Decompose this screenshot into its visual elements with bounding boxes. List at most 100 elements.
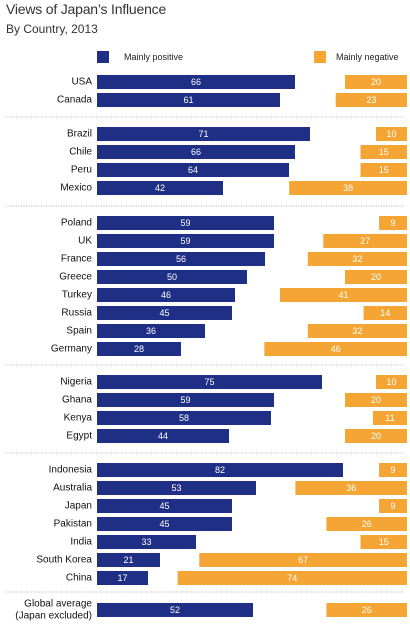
bar-positive-ghana [97, 393, 274, 407]
bar-negative-egypt [345, 429, 407, 443]
country-label-japan: Japan [65, 501, 92, 512]
bar-positive-south-korea [97, 553, 160, 567]
bar-negative-global-average [326, 603, 407, 617]
bar-positive-poland [97, 216, 274, 230]
bar-positive-pakistan [97, 517, 232, 531]
value-negative-usa: 20 [371, 77, 381, 87]
bar-negative-mexico [289, 181, 407, 195]
bar-positive-egypt [97, 429, 229, 443]
bar-positive-spain [97, 324, 205, 338]
value-negative-kenya: 11 [385, 413, 394, 423]
value-negative-canada: 23 [366, 95, 376, 105]
value-positive-france: 56 [176, 254, 186, 264]
country-label-australia: Australia [53, 483, 92, 494]
value-positive-usa: 66 [191, 77, 201, 87]
value-negative-brazil: 10 [386, 129, 396, 139]
value-positive-spain: 36 [146, 326, 156, 336]
value-positive-chile: 66 [191, 147, 201, 157]
bar-negative-chile [360, 145, 407, 159]
legend-label-positive: Mainly positive [124, 52, 183, 62]
country-label-indonesia: Indonesia [49, 465, 93, 476]
value-negative-south-korea: 67 [298, 555, 308, 565]
value-positive-canada: 61 [183, 95, 193, 105]
value-positive-global-average: 52 [170, 605, 180, 615]
bar-negative-poland [379, 216, 407, 230]
country-label-nigeria: Nigeria [60, 377, 92, 388]
country-label-kenya: Kenya [64, 413, 93, 424]
bar-negative-kenya [372, 411, 407, 425]
value-negative-mexico: 38 [343, 183, 353, 193]
bar-negative-peru [360, 163, 407, 177]
value-positive-india: 33 [141, 537, 151, 547]
value-positive-kenya: 58 [179, 413, 189, 423]
country-label-mexico: Mexico [60, 183, 92, 194]
bar-positive-greece [97, 270, 247, 284]
value-negative-ghana: 20 [371, 395, 381, 405]
country-label-usa: USA [71, 77, 92, 88]
value-negative-japan: 9 [391, 501, 396, 511]
country-label-chile: Chile [69, 147, 92, 158]
value-negative-germany: 46 [331, 344, 341, 354]
bar-negative-canada [335, 93, 407, 107]
bar-positive-brazil [97, 127, 310, 141]
bar-positive-germany [97, 342, 181, 356]
value-positive-turkey: 46 [161, 290, 171, 300]
country-label-pakistan: Pakistan [54, 519, 92, 530]
bar-negative-australia [295, 481, 407, 495]
bar-positive-kenya [97, 411, 271, 425]
value-positive-mexico: 42 [155, 183, 165, 193]
value-negative-france: 32 [352, 254, 362, 264]
bar-positive-nigeria [97, 375, 322, 389]
bar-negative-spain [307, 324, 407, 338]
value-positive-ghana: 59 [180, 395, 190, 405]
value-negative-pakistan: 26 [362, 519, 372, 529]
bar-negative-nigeria [376, 375, 407, 389]
country-label-brazil: Brazil [67, 129, 92, 140]
bar-positive-china [97, 571, 148, 585]
legend-swatch-negative [314, 51, 326, 63]
bar-negative-pakistan [326, 517, 407, 531]
value-negative-global-average: 26 [362, 605, 372, 615]
value-positive-poland: 59 [180, 218, 190, 228]
country-label-russia: Russia [61, 308, 92, 319]
value-negative-china: 74 [287, 573, 297, 583]
value-negative-russia: 14 [380, 308, 390, 318]
bar-positive-russia [97, 306, 232, 320]
value-positive-greece: 50 [167, 272, 177, 282]
country-label-peru: Peru [71, 165, 92, 176]
country-label-canada: Canada [57, 95, 92, 106]
bar-negative-china [177, 571, 407, 585]
bar-negative-turkey [279, 288, 407, 302]
bar-negative-france [307, 252, 407, 266]
value-positive-pakistan: 45 [159, 519, 169, 529]
country-label-ghana: Ghana [62, 395, 92, 406]
value-negative-uk: 27 [360, 236, 370, 246]
value-positive-indonesia: 82 [215, 465, 225, 475]
bar-positive-global-average [97, 603, 253, 617]
bar-negative-uk [323, 234, 407, 248]
country-label-china: China [66, 573, 93, 584]
bar-positive-turkey [97, 288, 235, 302]
country-label-poland: Poland [61, 218, 92, 229]
bar-negative-usa [345, 75, 407, 89]
bar-negative-indonesia [379, 463, 407, 477]
country-label-south-korea: South Korea [36, 555, 92, 566]
country-label-note: (Japan excluded) [15, 611, 92, 622]
value-positive-japan: 45 [159, 501, 169, 511]
legend-swatch-positive [97, 51, 109, 63]
value-positive-russia: 45 [159, 308, 169, 318]
country-label-germany: Germany [51, 344, 92, 355]
value-positive-nigeria: 75 [204, 377, 214, 387]
bar-positive-indonesia [97, 463, 343, 477]
bar-positive-chile [97, 145, 295, 159]
value-positive-egypt: 44 [158, 431, 168, 441]
country-label-uk: UK [78, 236, 92, 247]
bar-positive-mexico [97, 181, 223, 195]
value-negative-greece: 20 [371, 272, 381, 282]
value-negative-spain: 32 [352, 326, 362, 336]
value-negative-peru: 15 [379, 165, 389, 175]
bar-negative-germany [264, 342, 407, 356]
country-label-global-average: Global average [24, 599, 92, 610]
value-positive-uk: 59 [180, 236, 190, 246]
